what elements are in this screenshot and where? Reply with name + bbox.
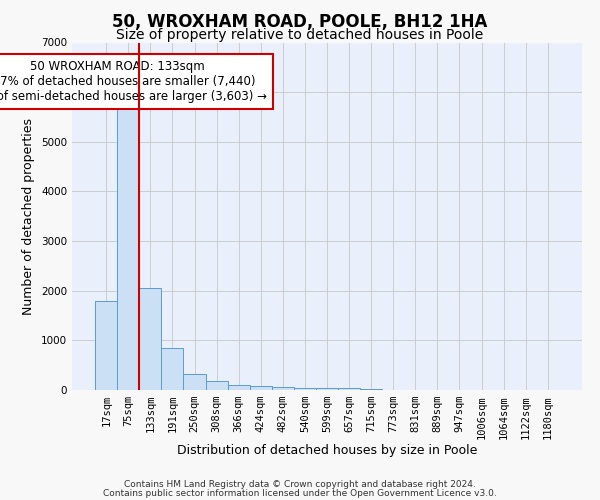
Y-axis label: Number of detached properties: Number of detached properties <box>22 118 35 315</box>
Text: 50 WROXHAM ROAD: 133sqm
← 67% of detached houses are smaller (7,440)
32% of semi: 50 WROXHAM ROAD: 133sqm ← 67% of detache… <box>0 60 267 103</box>
Bar <box>338 388 360 390</box>
Bar <box>95 300 117 390</box>
Bar <box>161 348 184 390</box>
Bar <box>272 387 294 390</box>
Bar <box>117 107 139 390</box>
Bar <box>250 386 272 390</box>
Text: Size of property relative to detached houses in Poole: Size of property relative to detached ho… <box>116 28 484 42</box>
Bar <box>360 388 382 390</box>
Bar <box>184 374 206 390</box>
Bar <box>139 288 161 390</box>
Bar <box>227 385 250 390</box>
Text: 50, WROXHAM ROAD, POOLE, BH12 1HA: 50, WROXHAM ROAD, POOLE, BH12 1HA <box>112 12 488 30</box>
Text: Contains HM Land Registry data © Crown copyright and database right 2024.: Contains HM Land Registry data © Crown c… <box>124 480 476 489</box>
X-axis label: Distribution of detached houses by size in Poole: Distribution of detached houses by size … <box>177 444 477 457</box>
Text: Contains public sector information licensed under the Open Government Licence v3: Contains public sector information licen… <box>103 488 497 498</box>
Bar <box>206 381 227 390</box>
Bar <box>294 388 316 390</box>
Bar <box>316 388 338 390</box>
